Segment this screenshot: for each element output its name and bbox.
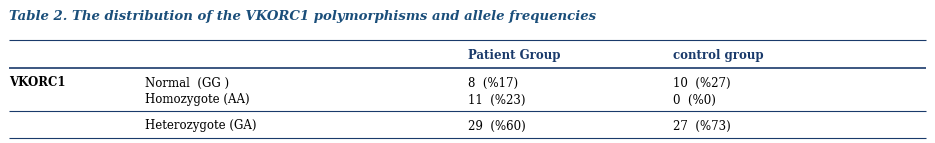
Text: 10  (%27): 10 (%27)	[673, 77, 731, 90]
Text: Normal  (GG ): Normal (GG )	[145, 77, 229, 90]
Text: Homozygote (AA): Homozygote (AA)	[145, 94, 250, 107]
Text: Heterozygote (GA): Heterozygote (GA)	[145, 120, 256, 133]
Text: 11  (%23): 11 (%23)	[468, 94, 525, 107]
Text: Table 2. The distribution of the VKORC1 polymorphisms and allele frequencies: Table 2. The distribution of the VKORC1 …	[9, 10, 597, 23]
Text: Patient Group: Patient Group	[468, 48, 560, 61]
Text: 0  (%0): 0 (%0)	[673, 94, 716, 107]
Text: 29  (%60): 29 (%60)	[468, 120, 525, 133]
Text: VKORC1: VKORC1	[9, 77, 65, 90]
Text: 8  (%17): 8 (%17)	[468, 77, 518, 90]
Text: 27  (%73): 27 (%73)	[673, 120, 731, 133]
Text: control group: control group	[673, 48, 764, 61]
